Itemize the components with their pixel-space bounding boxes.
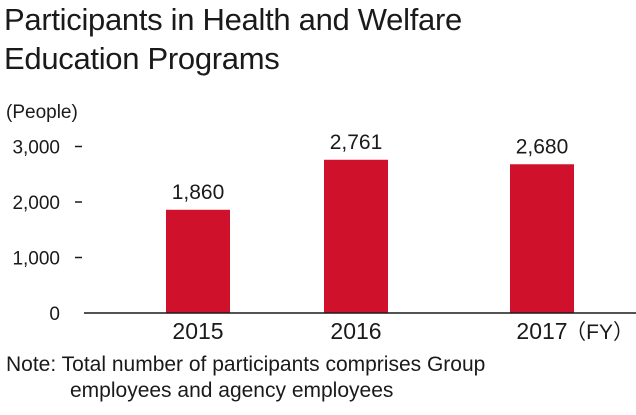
bar-2016 bbox=[324, 159, 388, 313]
y-tick-label-3: 3,000 bbox=[12, 138, 60, 159]
chart-title: Participants in Health and Welfare Educa… bbox=[4, 0, 624, 78]
chart-note: Note: Total number of participants compr… bbox=[6, 352, 485, 404]
x-tick-label-2016: 2016 bbox=[330, 318, 381, 344]
note-line-1: Note: Total number of participants compr… bbox=[6, 353, 486, 376]
bar-2015 bbox=[166, 209, 230, 313]
y-tick-label-2: 2,000 bbox=[12, 193, 60, 214]
y-tick-label-0: 0 bbox=[49, 304, 60, 325]
y-axis-label: (People) bbox=[6, 102, 78, 123]
bar-value-label-2017: 2,680 bbox=[516, 135, 569, 158]
note-line-2: employees and agency employees bbox=[70, 379, 394, 402]
bar-value-label-2016: 2,761 bbox=[330, 131, 383, 154]
x-tick-label-2015: 2015 bbox=[172, 318, 223, 344]
x-axis-label: （FY） bbox=[565, 321, 634, 344]
chart-title-line-1: Participants in Health and Welfare bbox=[4, 2, 462, 37]
x-tick-label-2017: 2017 bbox=[516, 318, 567, 344]
y-tick-label-1: 1,000 bbox=[12, 249, 60, 270]
chart-title-line-2: Education Programs bbox=[4, 41, 280, 76]
bar-value-label-2015: 1,860 bbox=[172, 181, 225, 204]
bar-2017 bbox=[510, 164, 574, 313]
